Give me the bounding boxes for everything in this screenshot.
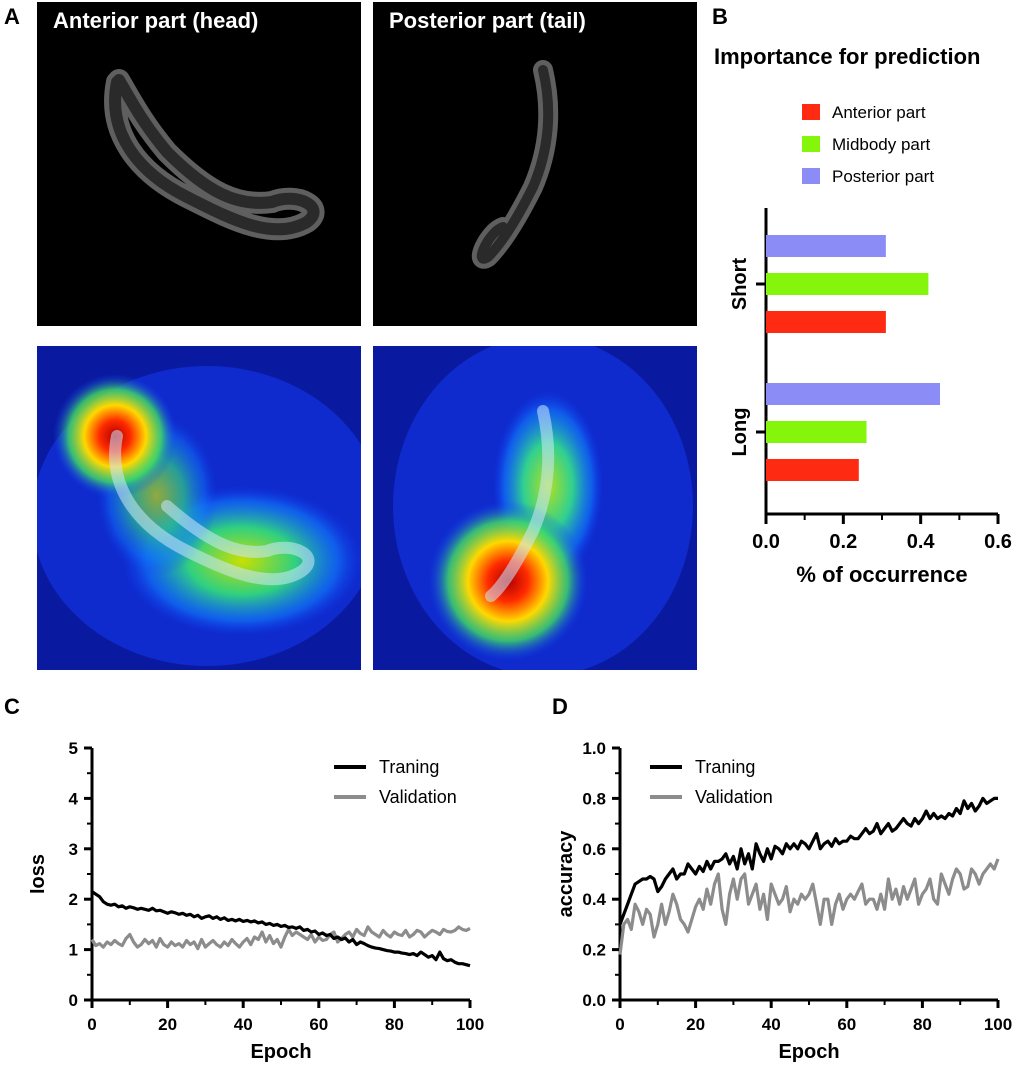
y-tick-label-1: 1: [69, 941, 78, 960]
accuracy-chart: 0.0 0.2 0.4 0.6 0.8 1.0 0 20 40 60 80 100 Epoch accur…: [555, 739, 1012, 1063]
legend-label-0: Anterior part: [832, 103, 926, 122]
x-tick-label-1: 0.2: [829, 531, 857, 553]
importance-title: Importance for prediction: [714, 44, 981, 69]
anterior-worm-drawing: [104, 69, 325, 241]
y-tick-label-0: 0.0: [582, 991, 606, 1010]
y-tick-label-2: 2: [69, 890, 78, 909]
bar-short-0: [766, 311, 886, 333]
anterior-worm-image: Anterior part (head): [37, 2, 361, 326]
posterior-title: Posterior part (tail): [389, 8, 586, 33]
x-tick-label-1: 20: [158, 1015, 177, 1034]
x-axis-title: Epoch: [778, 1041, 839, 1063]
series-line-traning: [91, 890, 471, 968]
bar-long-1: [766, 421, 867, 443]
panel-label-a: A: [4, 4, 20, 29]
x-tick-label-1: 20: [686, 1015, 705, 1034]
x-tick-label-3: 60: [309, 1015, 328, 1034]
posterior-heatmap-drawing: [373, 346, 697, 670]
bar-long-2: [766, 383, 940, 405]
bar-long-0: [766, 459, 859, 481]
x-axis-title: % of occurrence: [796, 562, 967, 587]
posterior-worm-image: Posterior part (tail): [373, 2, 697, 326]
y-tick-label-3: 3: [69, 840, 78, 859]
x-tick-label-5: 100: [456, 1015, 484, 1034]
x-tick-label-4: 80: [385, 1015, 404, 1034]
y-tick-label-5: 5: [69, 739, 78, 758]
x-tick-label-4: 80: [913, 1015, 932, 1034]
x-tick-label-2: 0.4: [907, 531, 936, 553]
bar-short-2: [766, 235, 886, 257]
y-axis-title: loss: [30, 854, 49, 894]
bar-short-1: [766, 273, 929, 295]
y-tick-label-3: 0.6: [582, 840, 606, 859]
legend-label-1: Validation: [695, 787, 773, 807]
legend-label-1: Midbody part: [832, 135, 931, 154]
x-tick-label-3: 60: [837, 1015, 856, 1034]
legend-swatch-2: [802, 168, 820, 184]
y-tick-label-2: 0.4: [582, 890, 606, 909]
y-tick-label-4: 0.8: [582, 789, 606, 808]
legend-swatch-0: [802, 104, 820, 120]
anterior-title: Anterior part (head): [53, 8, 259, 33]
posterior-worm-drawing: [471, 60, 559, 269]
x-tick-label-0: 0.0: [752, 531, 780, 553]
x-tick-label-3: 0.6: [984, 531, 1012, 553]
y-tick-label-0: 0: [69, 991, 78, 1010]
panel-label-c: C: [4, 694, 20, 719]
series-line-validation: [90, 925, 471, 951]
legend-label-1: Validation: [379, 787, 457, 807]
y-tick-label-5: 1.0: [582, 739, 606, 758]
x-tick-label-5: 100: [984, 1015, 1012, 1034]
importance-chart: Anterior part Midbody part Posterior part 0…: [729, 103, 1012, 587]
y-axis-title: accuracy: [555, 830, 577, 918]
x-axis-title: Epoch: [250, 1041, 311, 1063]
series-line-traning: [618, 796, 998, 925]
loss-chart: 0 1 2 3 4 5 0 20 40 60 80 100 Epoch loss Traning Valida…: [30, 739, 484, 1063]
x-tick-label-2: 40: [762, 1015, 781, 1034]
panel-label-d: D: [552, 694, 568, 719]
y-category-label-1: Long: [729, 408, 751, 457]
legend-swatch-1: [802, 136, 820, 152]
x-tick-label-0: 0: [615, 1015, 624, 1034]
legend-label-0: Traning: [379, 757, 439, 777]
y-tick-label-1: 0.2: [582, 941, 606, 960]
y-category-label-0: Short: [729, 258, 751, 311]
y-tick-label-4: 4: [69, 789, 79, 808]
x-tick-label-0: 0: [87, 1015, 96, 1034]
series-line-validation: [618, 858, 1000, 955]
legend-label-2: Posterior part: [832, 167, 934, 186]
x-tick-label-2: 40: [234, 1015, 253, 1034]
panel-label-b: B: [712, 4, 728, 29]
posterior-heatmap: [373, 346, 697, 670]
anterior-heatmap-drawing: [37, 346, 361, 670]
legend-label-0: Traning: [695, 757, 755, 777]
anterior-heatmap: [37, 346, 361, 670]
